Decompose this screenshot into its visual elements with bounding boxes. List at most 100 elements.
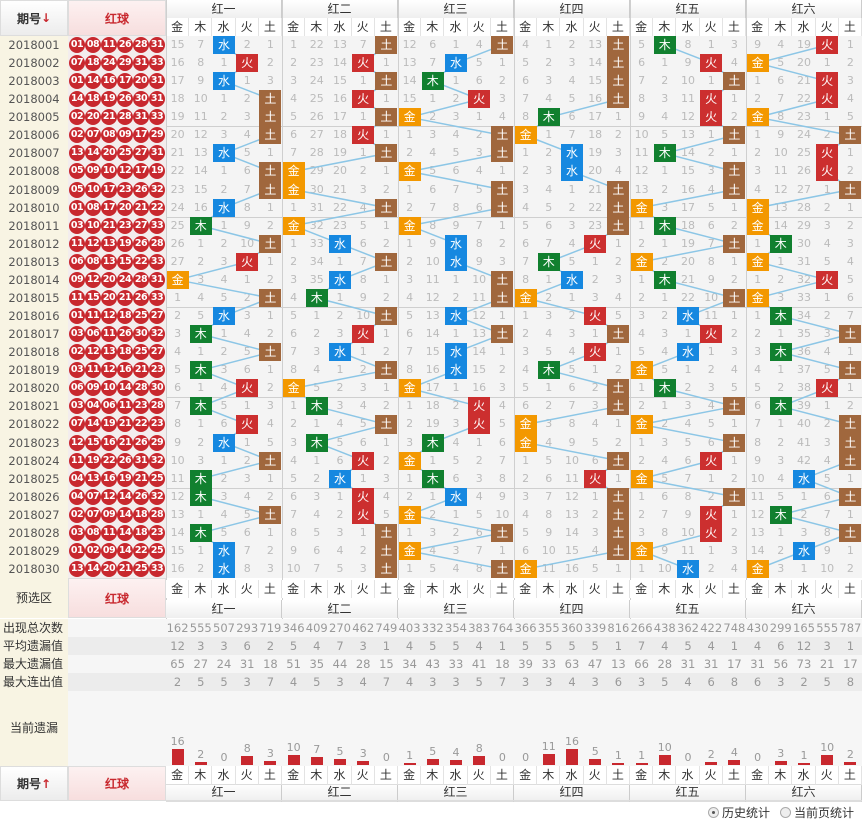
current-miss-value: 5 [591, 745, 599, 758]
red-balls: 06 08 13 15 22 33 [68, 252, 166, 271]
preselect-element[interactable]: 火 [699, 580, 723, 598]
miss-count-cell: 1 [382, 272, 390, 286]
miss-count-cell: 13 [773, 200, 788, 214]
red-ball: 03 [69, 398, 85, 415]
preselect-element[interactable]: 水 [444, 580, 468, 598]
preselect-element[interactable]: 水 [676, 580, 700, 598]
preselect-element[interactable]: 水 [212, 580, 236, 598]
miss-count-cell: 2 [777, 272, 785, 286]
preselect-element[interactable]: 水 [792, 580, 816, 598]
preselect-element[interactable]: 木 [189, 580, 213, 598]
miss-count-cell: 8 [754, 435, 762, 449]
red-balls: 02 07 08 09 17 29 [68, 126, 166, 145]
element-hit-cell: 土 [607, 72, 630, 91]
miss-count-cell: 9 [754, 453, 762, 467]
miss-count-cell: 2 [266, 327, 274, 341]
stats-value: 3 [777, 675, 785, 689]
preselect-element[interactable]: 金 [282, 580, 306, 598]
element-hit-cell: 土 [259, 505, 282, 524]
element-hit-cell: 土 [607, 36, 630, 55]
bottom-element-label: 火 [351, 766, 375, 785]
preselect-element[interactable]: 金 [746, 580, 770, 598]
sort-up-icon[interactable]: ↑ [40, 776, 52, 791]
red-ball: 28 [149, 235, 165, 252]
miss-count-cell: 1 [406, 236, 414, 250]
miss-count-cell: 2 [568, 309, 576, 323]
red-balls: 01 11 12 18 25 27 [68, 307, 166, 326]
stats-value: 13 [611, 657, 626, 671]
preselect-element[interactable]: 水 [560, 580, 584, 598]
miss-count-cell: 2 [313, 471, 321, 485]
red-ball: 21 [133, 199, 149, 216]
preselect-element[interactable]: 火 [815, 580, 839, 598]
element-hit-cell: 金 [514, 288, 537, 308]
miss-count-cell: 5 [591, 562, 599, 576]
stats-value: 34 [402, 657, 417, 671]
preselect-element[interactable]: 土 [838, 580, 862, 598]
radio-icon[interactable] [779, 806, 791, 818]
preselect-element[interactable]: 土 [490, 580, 514, 598]
miss-count-cell: 1 [220, 164, 228, 178]
miss-count-cell: 17 [332, 110, 347, 124]
miss-count-cell: 21 [796, 74, 811, 88]
miss-count-cell: 1 [614, 345, 622, 359]
red-ball: 28 [133, 37, 149, 53]
preselect-element[interactable]: 木 [421, 580, 445, 598]
element-hit-cell: 木 [537, 108, 560, 127]
stats-value: 12 [170, 639, 185, 653]
red-ball: 25 [117, 145, 133, 162]
preselect-element[interactable]: 木 [769, 580, 793, 598]
issue-footer-header[interactable]: 期号 ↑ [0, 766, 68, 801]
miss-count-cell: 1 [197, 543, 205, 557]
red-ball: 29 [117, 55, 133, 72]
stats-value: 383 [468, 621, 491, 635]
miss-count-cell: 2 [336, 381, 344, 395]
preselect-element[interactable]: 金 [630, 580, 654, 598]
red-ball: 13 [101, 253, 117, 270]
element-hit-cell: 金 [746, 198, 769, 217]
preselect-element[interactable]: 火 [235, 580, 259, 598]
preselect-element[interactable]: 木 [305, 580, 329, 598]
miss-count-cell: 5 [568, 92, 576, 106]
miss-count-cell: 2 [243, 92, 251, 106]
group-divider [746, 0, 747, 800]
preselect-element[interactable]: 土 [606, 580, 630, 598]
red-ball: 20 [85, 109, 101, 126]
current-page-stats-radio[interactable]: 当前页统计 [779, 804, 854, 821]
miss-count-cell: 4 [568, 236, 576, 250]
preselect-element[interactable]: 土 [374, 580, 398, 598]
preselect-element[interactable]: 土 [258, 580, 282, 598]
radio-icon[interactable] [707, 806, 719, 818]
issue-header[interactable]: 期号 ↓ [0, 0, 68, 36]
preselect-element[interactable]: 土 [722, 580, 746, 598]
miss-count-cell: 9 [661, 543, 669, 557]
preselect-element[interactable]: 金 [398, 580, 422, 598]
miss-count-cell: 2 [638, 507, 646, 521]
miss-count-cell: 1 [359, 345, 367, 359]
preselect-element[interactable]: 金 [166, 580, 190, 598]
miss-count-cell: 4 [336, 543, 344, 557]
issue-number: 2018005 [0, 108, 68, 127]
miss-count-cell: 2 [359, 164, 367, 178]
sort-down-icon[interactable]: ↓ [40, 11, 52, 25]
miss-count-cell: 2 [522, 327, 530, 341]
element-hit-cell: 木 [769, 343, 792, 362]
preselect-element[interactable]: 火 [351, 580, 375, 598]
preselect-element[interactable]: 金 [514, 580, 538, 598]
preselect-element[interactable]: 火 [583, 580, 607, 598]
history-stats-radio[interactable]: 历史统计 [707, 804, 770, 821]
issue-number: 2018026 [0, 487, 68, 506]
stats-value: 3 [452, 675, 460, 689]
stats-value: 5 [521, 639, 530, 653]
preselect-element[interactable]: 木 [653, 580, 677, 598]
preselect-element[interactable]: 木 [537, 580, 561, 598]
miss-count-cell: 17 [425, 381, 440, 395]
preselect-element[interactable]: 水 [328, 580, 352, 598]
red-ball: 23 [149, 416, 165, 433]
miss-count-cell: 28 [796, 200, 811, 214]
bottom-element-label: 土 [606, 766, 630, 785]
miss-count-cell: 39 [796, 399, 811, 413]
miss-count-cell: 2 [614, 363, 622, 377]
preselect-element[interactable]: 火 [467, 580, 491, 598]
miss-count-cell: 1 [174, 290, 182, 304]
